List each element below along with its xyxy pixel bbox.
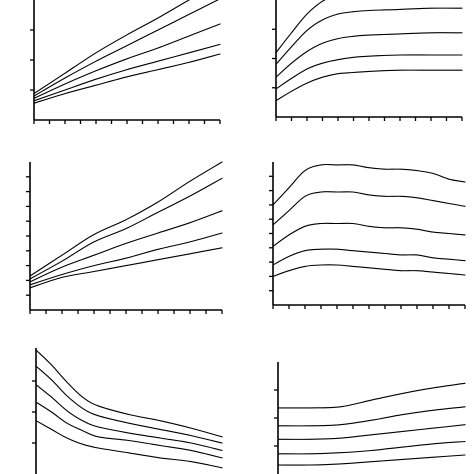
- series-line-2: [272, 191, 466, 226]
- series-line-5: [35, 420, 223, 469]
- series-line-1: [275, 0, 326, 54]
- series-line-1: [35, 349, 223, 438]
- series-line-3: [33, 23, 221, 99]
- series-line-3: [277, 424, 466, 440]
- series-line-4: [33, 43, 221, 102]
- series-line-4: [277, 440, 466, 455]
- panel-4: [269, 162, 466, 309]
- series-line-5: [275, 69, 463, 102]
- panel-6: [274, 362, 466, 474]
- panel-3: [26, 161, 223, 314]
- panel-2: [272, 0, 463, 121]
- series-line-1: [272, 163, 466, 206]
- series-line-1: [277, 382, 466, 409]
- series-line-2: [277, 406, 466, 427]
- series-line-3: [29, 210, 223, 283]
- series-line-2: [29, 177, 223, 280]
- series-line-5: [272, 264, 466, 277]
- panel-1: [30, 0, 221, 124]
- series-line-2: [275, 7, 463, 65]
- series-line-3: [272, 222, 466, 247]
- series-line-4: [272, 248, 466, 266]
- series-line-2: [35, 365, 223, 444]
- series-line-1: [29, 161, 223, 277]
- series-line-5: [29, 247, 223, 289]
- series-line-4: [29, 232, 223, 286]
- panel-5: [32, 348, 223, 474]
- series-line-5: [33, 53, 221, 104]
- series-line-4: [275, 54, 463, 90]
- series-line-3: [35, 384, 223, 451]
- series-line-2: [33, 0, 219, 97]
- series-line-1: [33, 0, 191, 95]
- series-line-3: [275, 32, 463, 78]
- series-line-5: [277, 454, 466, 466]
- series-line-4: [35, 401, 223, 459]
